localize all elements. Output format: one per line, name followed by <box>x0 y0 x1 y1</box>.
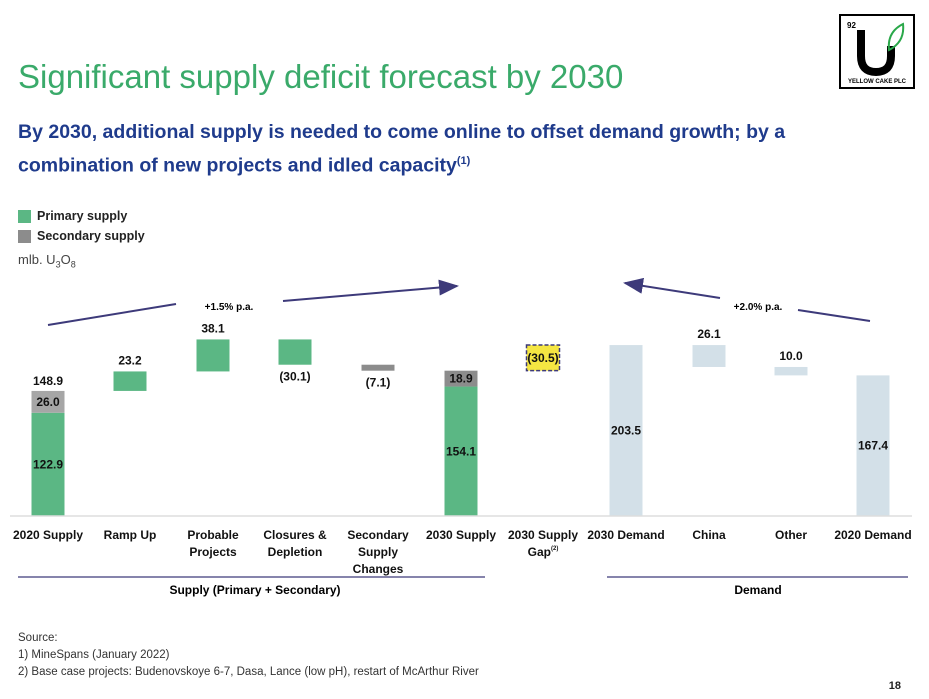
page-title: Significant supply deficit forecast by 2… <box>18 58 624 95</box>
segment-value-label: 154.1 <box>446 444 476 458</box>
unit-label: mlb. U3O8 <box>18 252 76 270</box>
category-label: 2020 Demand <box>834 528 911 542</box>
demand-growth-label: +2.0% p.a. <box>734 302 783 313</box>
segment-value-label: 167.4 <box>858 439 888 453</box>
waterfall-chart: 122.9 26.0 148.9 2020 Supply 23.2 Ramp Up 38.1… <box>10 277 912 597</box>
source-notes: Source: 1) MineSpans (January 2022) 2) B… <box>18 630 479 681</box>
bar-primary-segment <box>444 386 478 516</box>
bar-secondary-segment <box>444 370 478 387</box>
svg-text:92: 92 <box>847 21 856 30</box>
bar-value-label: (7.1) <box>366 376 391 390</box>
source-note: 1) MineSpans (January 2022) <box>18 649 170 661</box>
bar-secondary-segment <box>31 390 65 413</box>
bar-primary-segment <box>278 339 312 365</box>
bar-secondary-segment <box>361 364 395 371</box>
category-label: Other <box>775 528 807 542</box>
bar-value-label: 26.1 <box>697 327 721 341</box>
legend-secondary: Secondary supply <box>18 229 145 243</box>
segment-value-label: 203.5 <box>611 424 641 438</box>
category-label: Probable Projects <box>187 528 239 559</box>
category-label: 2030 Demand <box>587 528 664 542</box>
legend-label: Secondary supply <box>37 229 145 243</box>
bar-value-label: 10.0 <box>779 349 803 363</box>
category-label: Closures & Depletion <box>263 528 327 559</box>
category-label: China <box>692 528 726 542</box>
page-number: 18 <box>888 680 901 692</box>
bar-demand-segment <box>692 345 726 367</box>
demand-group-label: Demand <box>734 583 781 597</box>
demand-growth-arrow <box>623 277 721 299</box>
demand-growth-arrow-right <box>797 309 871 322</box>
bar-primary-segment <box>113 371 147 391</box>
category-label: 2020 Supply <box>13 528 83 542</box>
source-note: 2) Base case projects: Budenovskoye 6-7,… <box>18 666 479 678</box>
subtitle-text: By 2030, additional supply is needed to … <box>18 121 786 177</box>
bar-value-label: (30.1) <box>279 370 310 384</box>
segment-value-label: 18.9 <box>449 372 473 386</box>
legend-label: Primary supply <box>37 209 128 223</box>
yellow-cake-logo: 92 YELLOW CAKE PLC <box>839 14 915 89</box>
bar-demand-segment <box>774 366 808 376</box>
bar-demand-segment <box>609 345 643 516</box>
supply-growth-label: +1.5% p.a. <box>205 302 254 313</box>
source-heading: Source: <box>18 632 58 644</box>
bar-value-label: 23.2 <box>118 353 142 367</box>
category-label: Ramp Up <box>104 528 157 542</box>
total-value-label: 148.9 <box>33 374 63 388</box>
subtitle-footnote: (1) <box>456 155 471 167</box>
primary-swatch <box>18 209 31 223</box>
segment-value-label: 26.0 <box>36 395 60 409</box>
secondary-swatch <box>18 229 31 243</box>
supply-growth-arrow-left <box>47 303 177 326</box>
bar-gap-segment <box>525 344 561 372</box>
segment-value-label: (30.5) <box>527 351 558 365</box>
subtitle: By 2030, additional supply is needed to … <box>18 118 878 181</box>
bar-primary-segment <box>196 339 230 372</box>
bar-demand-segment <box>856 375 890 516</box>
bar-primary-segment <box>31 412 65 516</box>
supply-group-label: Supply (Primary + Secondary) <box>169 583 340 597</box>
category-label: 2030 Supply Gap(2) <box>508 528 578 559</box>
category-label: Secondary Supply Changes <box>347 528 409 576</box>
segment-value-label: 122.9 <box>33 457 63 471</box>
category-label: 2030 Supply <box>426 528 496 542</box>
svg-text:YELLOW CAKE PLC: YELLOW CAKE PLC <box>848 79 907 85</box>
bar-value-label: 38.1 <box>201 321 225 335</box>
legend-primary: Primary supply <box>18 209 127 223</box>
supply-growth-arrow <box>282 279 459 302</box>
